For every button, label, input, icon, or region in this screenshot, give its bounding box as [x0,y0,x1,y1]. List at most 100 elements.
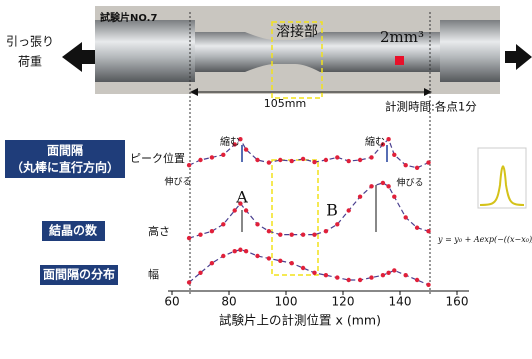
load-label: 荷重 [18,55,42,69]
load-label: 引っ張り [6,35,54,49]
point [312,232,316,236]
point [335,155,339,159]
point [221,153,225,157]
point [386,184,390,188]
series-label: 高さ [148,224,170,238]
point [198,158,202,162]
point [238,248,242,252]
panel-label: 結晶の数 [49,223,98,238]
x-tick-label: 120 [332,295,355,309]
point [358,278,362,282]
point [198,232,202,236]
x-tick-label: 160 [446,295,469,309]
volume-label: 2mm³ [380,28,424,46]
x-tick-label: 60 [164,295,179,309]
panel-label: 面間隔の分布 [43,267,115,282]
point [404,163,408,167]
point [415,166,419,170]
specimen-label: 試験片NO.7 [100,11,157,24]
point [278,259,282,263]
point [381,273,385,277]
x-tick-label: 80 [221,295,236,309]
beam-spot [395,56,404,65]
point [324,229,328,233]
point [278,232,282,236]
point [187,236,191,240]
annotation: 縮む [365,135,385,148]
point [221,222,225,226]
formula: y = y₀ + Aexp(−((x−x₀)/width)²) [437,235,532,244]
arrow-right [505,44,532,70]
point [404,273,408,277]
point [358,158,362,162]
point [324,158,328,162]
point [415,226,419,230]
point [426,229,430,233]
point [233,208,237,212]
x-tick-label: 100 [275,295,298,309]
point [210,229,214,233]
point [392,195,396,199]
figure: 試験片NO.7 溶接部 2mm³ 引っ張り 荷重 105mm 計測時間:各点1分… [0,0,532,359]
fit-line [189,183,428,238]
time-label: 計測時間:各点1分 [385,100,477,114]
annotation: 伸びる [396,177,423,189]
point [386,271,390,275]
grip-left [95,20,195,82]
annotation: B [326,201,338,220]
weld-box [272,160,318,275]
point [415,278,419,282]
length-label: 105mm [264,97,306,110]
panel-label: （丸棒に直行方向） [11,160,119,175]
point [347,278,351,282]
annotation: 伸びる [164,176,191,188]
annotation: A [235,188,248,207]
point [278,158,282,162]
panel-label: 面間隔 [47,143,83,158]
page: 試験片NO.7 溶接部 2mm³ 引っ張り 荷重 105mm 計測時間:各点1分… [0,0,532,359]
series-label: 幅 [148,268,159,281]
point [267,229,271,233]
point [267,160,271,164]
point [290,159,294,163]
point [312,160,316,164]
point [347,208,351,212]
grip-right [440,20,500,82]
point [301,232,305,236]
point [244,147,248,151]
point [244,249,248,253]
point [301,266,305,270]
point [358,195,362,199]
point [335,275,339,279]
inset [478,148,526,208]
point [198,271,202,275]
point [255,222,259,226]
annotation: 縮む [220,135,240,148]
point [335,222,339,226]
point [369,275,373,279]
point [347,159,351,163]
point [392,268,396,272]
point [301,157,305,161]
point [392,153,396,157]
point [290,261,294,265]
weld-label: 溶接部 [276,23,318,40]
point [244,208,248,212]
point [404,215,408,219]
point [187,280,191,284]
point [369,155,373,159]
point [255,158,259,162]
point [369,184,373,188]
point [255,254,259,258]
point [426,160,430,164]
series-label: ピーク位置 [130,151,185,165]
point [267,256,271,260]
x-axis-label: 試験片上の計測位置 x (mm) [219,313,381,328]
point [233,249,237,253]
point [324,273,328,277]
x-tick-label: 140 [389,295,412,309]
point [210,155,214,159]
arrow-left [62,42,95,72]
point [187,163,191,167]
point [210,261,214,265]
